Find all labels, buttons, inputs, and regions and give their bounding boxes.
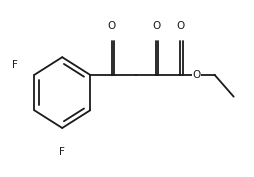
Text: F: F xyxy=(12,60,18,70)
Text: F: F xyxy=(59,147,65,158)
Text: O: O xyxy=(108,21,116,31)
Text: O: O xyxy=(176,21,184,31)
Text: O: O xyxy=(193,70,201,80)
Text: O: O xyxy=(152,21,160,31)
